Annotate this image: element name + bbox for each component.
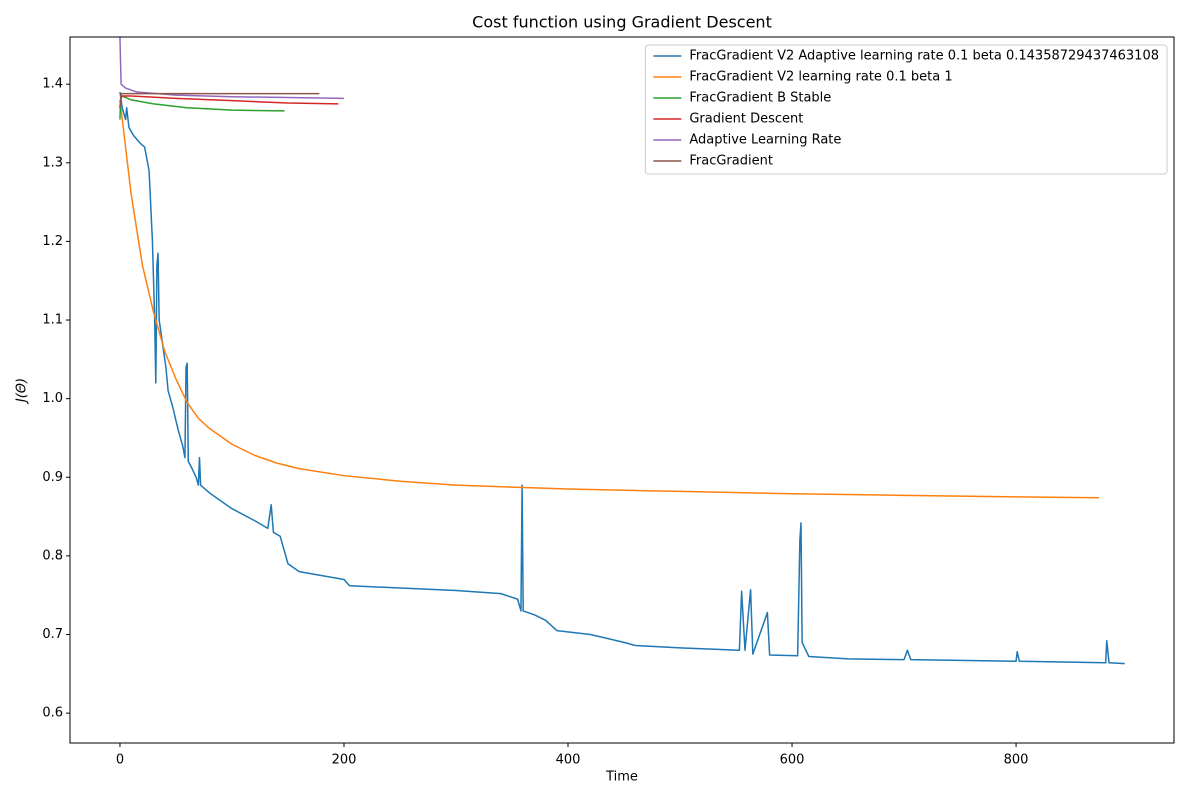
x-tick-label: 400 (556, 753, 581, 768)
y-tick-label: 0.6 (42, 706, 63, 721)
series-line (119, 92, 320, 108)
plot-area (119, 37, 1125, 665)
legend-label: Adaptive Learning Rate (689, 133, 841, 148)
axes-frame (69, 36, 1175, 744)
y-tick-label: 0.9 (42, 470, 63, 485)
y-tick-label: 1.4 (42, 77, 63, 92)
legend-label: FracGradient (689, 154, 773, 169)
chart-title: Cost function using Gradient Descent (472, 13, 772, 32)
series-line (119, 37, 344, 100)
legend: FracGradient V2 Adaptive learning rate 0… (644, 44, 1168, 175)
x-tick-label: 800 (1004, 753, 1029, 768)
legend-label: FracGradient B Stable (689, 91, 831, 106)
y-tick-label: 1.3 (42, 155, 63, 170)
legend-box (644, 44, 1168, 175)
series-line (119, 91, 1125, 665)
series-line (119, 99, 1099, 499)
legend-label: FracGradient V2 Adaptive learning rate 0… (689, 49, 1159, 64)
y-tick-label: 0.7 (42, 627, 63, 642)
x-tick-label: 0 (116, 753, 124, 768)
legend-label: Gradient Descent (689, 112, 803, 127)
x-tick-label: 600 (780, 753, 805, 768)
x-tick-label: 200 (332, 753, 357, 768)
y-tick-label: 1.0 (42, 391, 63, 406)
y-tick-label: 0.8 (42, 548, 63, 563)
x-axis-label: Time (605, 770, 638, 785)
y-axis-label: J(Θ) (15, 378, 30, 405)
y-tick-label: 1.1 (42, 313, 63, 328)
legend-label: FracGradient V2 learning rate 0.1 beta 1 (689, 70, 952, 85)
y-tick-label: 1.2 (42, 234, 63, 249)
